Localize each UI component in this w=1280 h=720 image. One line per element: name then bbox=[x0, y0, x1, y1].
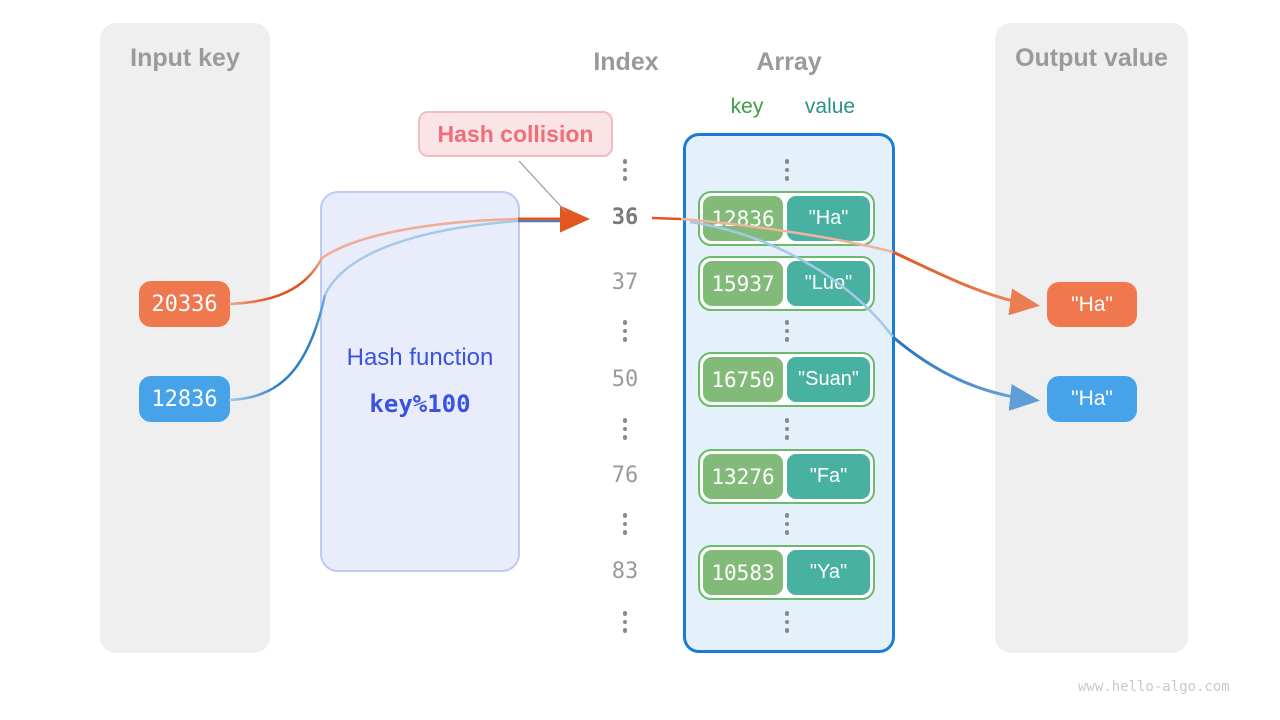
input-key-12836: 12836 bbox=[139, 376, 230, 422]
pair-key: 15937 bbox=[703, 261, 783, 306]
value-header: value bbox=[804, 95, 856, 118]
index-item-37: 37 bbox=[611, 270, 639, 295]
index-item-50: 50 bbox=[611, 367, 639, 392]
pair-value: "Ya" bbox=[787, 550, 870, 595]
pair-value: "Fa" bbox=[787, 454, 870, 499]
input-key-panel bbox=[100, 23, 270, 653]
index-item-83: 83 bbox=[611, 559, 639, 584]
arrow-index-to-array bbox=[651, 216, 682, 221]
ellipsis-icon bbox=[622, 320, 628, 342]
pair-key: 13276 bbox=[703, 454, 783, 499]
hash-function-box bbox=[320, 191, 520, 572]
hash-collision-label: Hash collision bbox=[418, 111, 613, 157]
pair-value: "Ha" bbox=[787, 196, 870, 241]
ellipsis-icon bbox=[784, 418, 790, 440]
output-panel-title: Output value bbox=[1015, 44, 1168, 72]
watermark: www.hello-algo.com bbox=[1078, 679, 1230, 695]
input-key-20336: 20336 bbox=[139, 281, 230, 327]
pair-value: "Luo" bbox=[787, 261, 870, 306]
index-column-header: Index bbox=[593, 48, 659, 76]
hash-function-formula: key%100 bbox=[369, 390, 471, 418]
pair-key: 16750 bbox=[703, 357, 783, 402]
output-value-ha-blue: "Ha" bbox=[1047, 376, 1137, 422]
pair-value: "Suan" bbox=[787, 357, 870, 402]
ellipsis-icon bbox=[622, 418, 628, 440]
hash-function-title: Hash function bbox=[346, 344, 494, 371]
array-pair-row: 12836 "Ha" bbox=[698, 191, 875, 246]
key-header: key bbox=[730, 95, 764, 118]
output-value-ha-orange: "Ha" bbox=[1047, 282, 1137, 327]
pair-key: 10583 bbox=[703, 550, 783, 595]
array-column-header: Array bbox=[756, 48, 822, 76]
array-pair-row: 10583 "Ya" bbox=[698, 545, 875, 600]
array-pair-row: 16750 "Suan" bbox=[698, 352, 875, 407]
ellipsis-icon bbox=[784, 611, 790, 633]
index-item-76: 76 bbox=[611, 463, 639, 488]
index-item-36: 36 bbox=[611, 205, 639, 230]
array-pair-row: 15937 "Luo" bbox=[698, 256, 875, 311]
ellipsis-icon bbox=[784, 159, 790, 181]
input-panel-title: Input key bbox=[130, 44, 240, 72]
pair-key: 12836 bbox=[703, 196, 783, 241]
ellipsis-icon bbox=[622, 513, 628, 535]
ellipsis-icon bbox=[784, 513, 790, 535]
hash-collision-text: Hash collision bbox=[437, 120, 594, 147]
output-value-panel bbox=[995, 23, 1188, 653]
ellipsis-icon bbox=[622, 611, 628, 633]
ellipsis-icon bbox=[622, 159, 628, 181]
ellipsis-icon bbox=[784, 320, 790, 342]
collision-callout-line bbox=[518, 160, 567, 213]
array-pair-row: 13276 "Fa" bbox=[698, 449, 875, 504]
